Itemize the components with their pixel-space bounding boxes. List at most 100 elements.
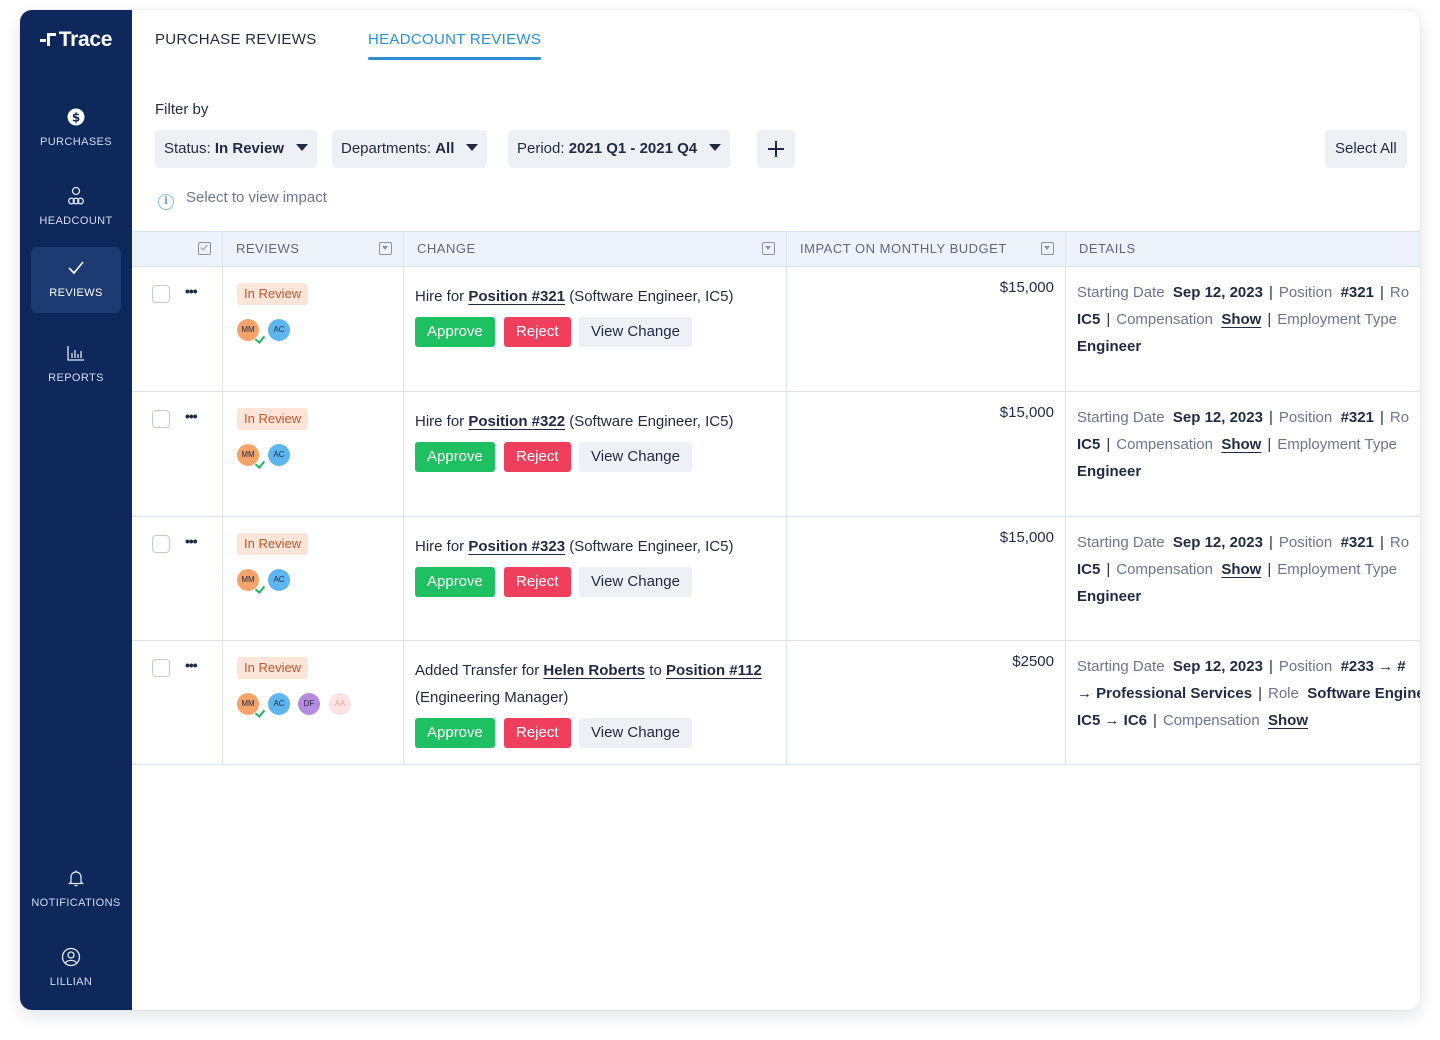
show-compensation-link[interactable]: Show — [1268, 712, 1309, 729]
info-icon: i — [158, 194, 174, 210]
detail-key: Compensation — [1162, 712, 1260, 729]
detail-value: #321 — [1340, 534, 1374, 551]
detail-key: Role — [1268, 685, 1299, 702]
change-description: Hire for Position #323 (Software Enginee… — [415, 533, 785, 560]
approved-check-icon — [254, 707, 266, 718]
detail-key: Compensation — [1116, 561, 1213, 578]
more-options-icon[interactable]: ••• — [185, 657, 198, 673]
row-checkbox[interactable] — [152, 285, 170, 303]
column-divider — [786, 231, 787, 764]
status-filter-dropdown[interactable]: Status: In Review — [155, 130, 318, 168]
detail-key: Ro — [1389, 534, 1410, 551]
view-change-button[interactable]: View Change — [579, 442, 692, 472]
detail-value: Software Engineer — [1307, 685, 1420, 702]
details-cell: Starting Date Sep 12, 2023 | Position #233… — [1077, 653, 1420, 743]
avatar-initials: MM — [241, 699, 255, 708]
sidebar-item-user[interactable]: LILLIAN — [26, 936, 116, 1002]
position-link[interactable]: Position #322 — [468, 413, 566, 430]
column-filter-icon[interactable] — [762, 242, 775, 255]
show-compensation-link[interactable]: Show — [1221, 311, 1262, 328]
sidebar-item-notifications[interactable]: NOTIFICATIONS — [31, 857, 121, 923]
column-filter-icon[interactable] — [379, 242, 392, 255]
reject-button[interactable]: Reject — [504, 442, 571, 472]
detail-value: #321 — [1340, 284, 1374, 301]
filter-name: Departments: — [341, 140, 436, 157]
table-row[interactable]: ••• In Review MM AC DF AA Added Transfer… — [132, 641, 1420, 765]
reject-button[interactable]: Reject — [504, 317, 571, 347]
row-checkbox[interactable] — [152, 410, 170, 428]
sidebar-item-headcount[interactable]: HEADCOUNT — [31, 175, 121, 241]
more-options-icon[interactable]: ••• — [185, 533, 198, 549]
details-cell: Starting Date Sep 12, 2023 | Position #321… — [1077, 534, 1410, 605]
details-cell: Starting Date Sep 12, 2023 | Position #321… — [1077, 409, 1410, 480]
column-filter-icon[interactable] — [1041, 242, 1054, 255]
period-filter-dropdown[interactable]: Period: 2021 Q1 - 2021 Q4 — [508, 130, 731, 168]
tab-headcount-reviews[interactable]: HEADCOUNT REVIEWS — [368, 31, 542, 60]
column-divider — [1065, 231, 1066, 764]
change-suffix: (Software Engineer, IC5) — [565, 538, 734, 555]
caret-down-icon — [709, 144, 722, 151]
row-checkbox[interactable] — [152, 535, 170, 553]
detail-key: Ro — [1389, 284, 1410, 301]
approve-button[interactable]: Approve — [415, 442, 495, 472]
avatar: AC — [268, 693, 290, 715]
status-badge: In Review — [237, 533, 309, 555]
approve-button[interactable]: Approve — [415, 718, 495, 748]
filter-value: All — [435, 140, 455, 157]
change-description: Hire for Position #321 (Software Enginee… — [415, 283, 785, 310]
show-compensation-link[interactable]: Show — [1221, 436, 1262, 453]
add-filter-button[interactable] — [757, 130, 795, 168]
detail-value: Engineer — [1077, 338, 1142, 355]
details-cell: Starting Date Sep 12, 2023 | Position #321… — [1077, 284, 1410, 355]
view-change-button[interactable]: View Change — [579, 567, 692, 597]
budget-impact: $15,000 — [999, 279, 1054, 296]
detail-value: #321 — [1340, 409, 1374, 426]
approve-button[interactable]: Approve — [415, 317, 495, 347]
sidebar-item-reviews[interactable]: REVIEWS — [31, 247, 121, 313]
approved-check-icon — [254, 583, 266, 594]
change-prefix: Hire for — [415, 538, 469, 555]
logo[interactable]: Trace — [20, 28, 132, 52]
change-prefix: Hire for — [415, 288, 469, 305]
approve-button[interactable]: Approve — [415, 567, 495, 597]
table-row[interactable]: ••• In Review MM AC Hire for Position #3… — [132, 392, 1420, 517]
avatar: AC — [268, 444, 290, 466]
caret-down-icon — [296, 144, 309, 151]
reject-button[interactable]: Reject — [504, 567, 571, 597]
sidebar-item-label: REPORTS — [48, 372, 104, 384]
avatar-initials: MM — [241, 450, 255, 459]
employee-link[interactable]: Helen Roberts — [543, 662, 646, 679]
position-link[interactable]: Position #323 — [468, 538, 566, 555]
select-column-checkbox-icon[interactable] — [198, 242, 211, 255]
show-compensation-link[interactable]: Show — [1221, 561, 1262, 578]
bell-icon — [67, 870, 85, 887]
more-options-icon[interactable]: ••• — [185, 283, 198, 299]
table-row[interactable]: ••• In Review MM AC Hire for Position #3… — [132, 517, 1420, 641]
departments-filter-dropdown[interactable]: Departments: All — [332, 130, 488, 168]
view-change-button[interactable]: View Change — [579, 317, 692, 347]
detail-value: IC5 — [1077, 436, 1101, 453]
position-link[interactable]: Position #112 — [665, 662, 762, 679]
filter-name: Status: — [164, 140, 215, 157]
detail-value: #233 → # — [1340, 658, 1406, 675]
select-all-button[interactable]: Select All — [1325, 130, 1407, 168]
change-line2: (Engineering Manager) — [415, 689, 569, 706]
sidebar-item-purchases[interactable]: $ PURCHASES — [31, 96, 121, 162]
table-header: REVIEWS CHANGE IMPACT ON MONTHLY BUDGET … — [132, 231, 1420, 267]
table-row[interactable]: ••• In Review MM AC Hire for Position #3… — [132, 267, 1420, 392]
sidebar: Trace $ PURCHASES HEADCOUNT REVIEWS — [20, 10, 132, 1010]
position-link[interactable]: Position #321 — [468, 288, 566, 305]
tab-purchase-reviews[interactable]: PURCHASE REVIEWS — [155, 31, 317, 48]
detail-key: Position — [1278, 409, 1333, 426]
reject-button[interactable]: Reject — [504, 718, 571, 748]
row-checkbox[interactable] — [152, 659, 170, 677]
sidebar-item-reports[interactable]: REPORTS — [31, 332, 121, 398]
more-options-icon[interactable]: ••• — [185, 408, 198, 424]
detail-key: Starting Date — [1077, 284, 1165, 301]
detail-key: Employment Type — [1277, 436, 1398, 453]
change-description: Added Transfer for Helen Roberts to Posi… — [415, 657, 785, 711]
view-change-button[interactable]: View Change — [579, 718, 692, 748]
budget-impact: $15,000 — [999, 404, 1054, 421]
avatar: MM — [237, 569, 266, 594]
avatar: MM — [237, 319, 266, 344]
